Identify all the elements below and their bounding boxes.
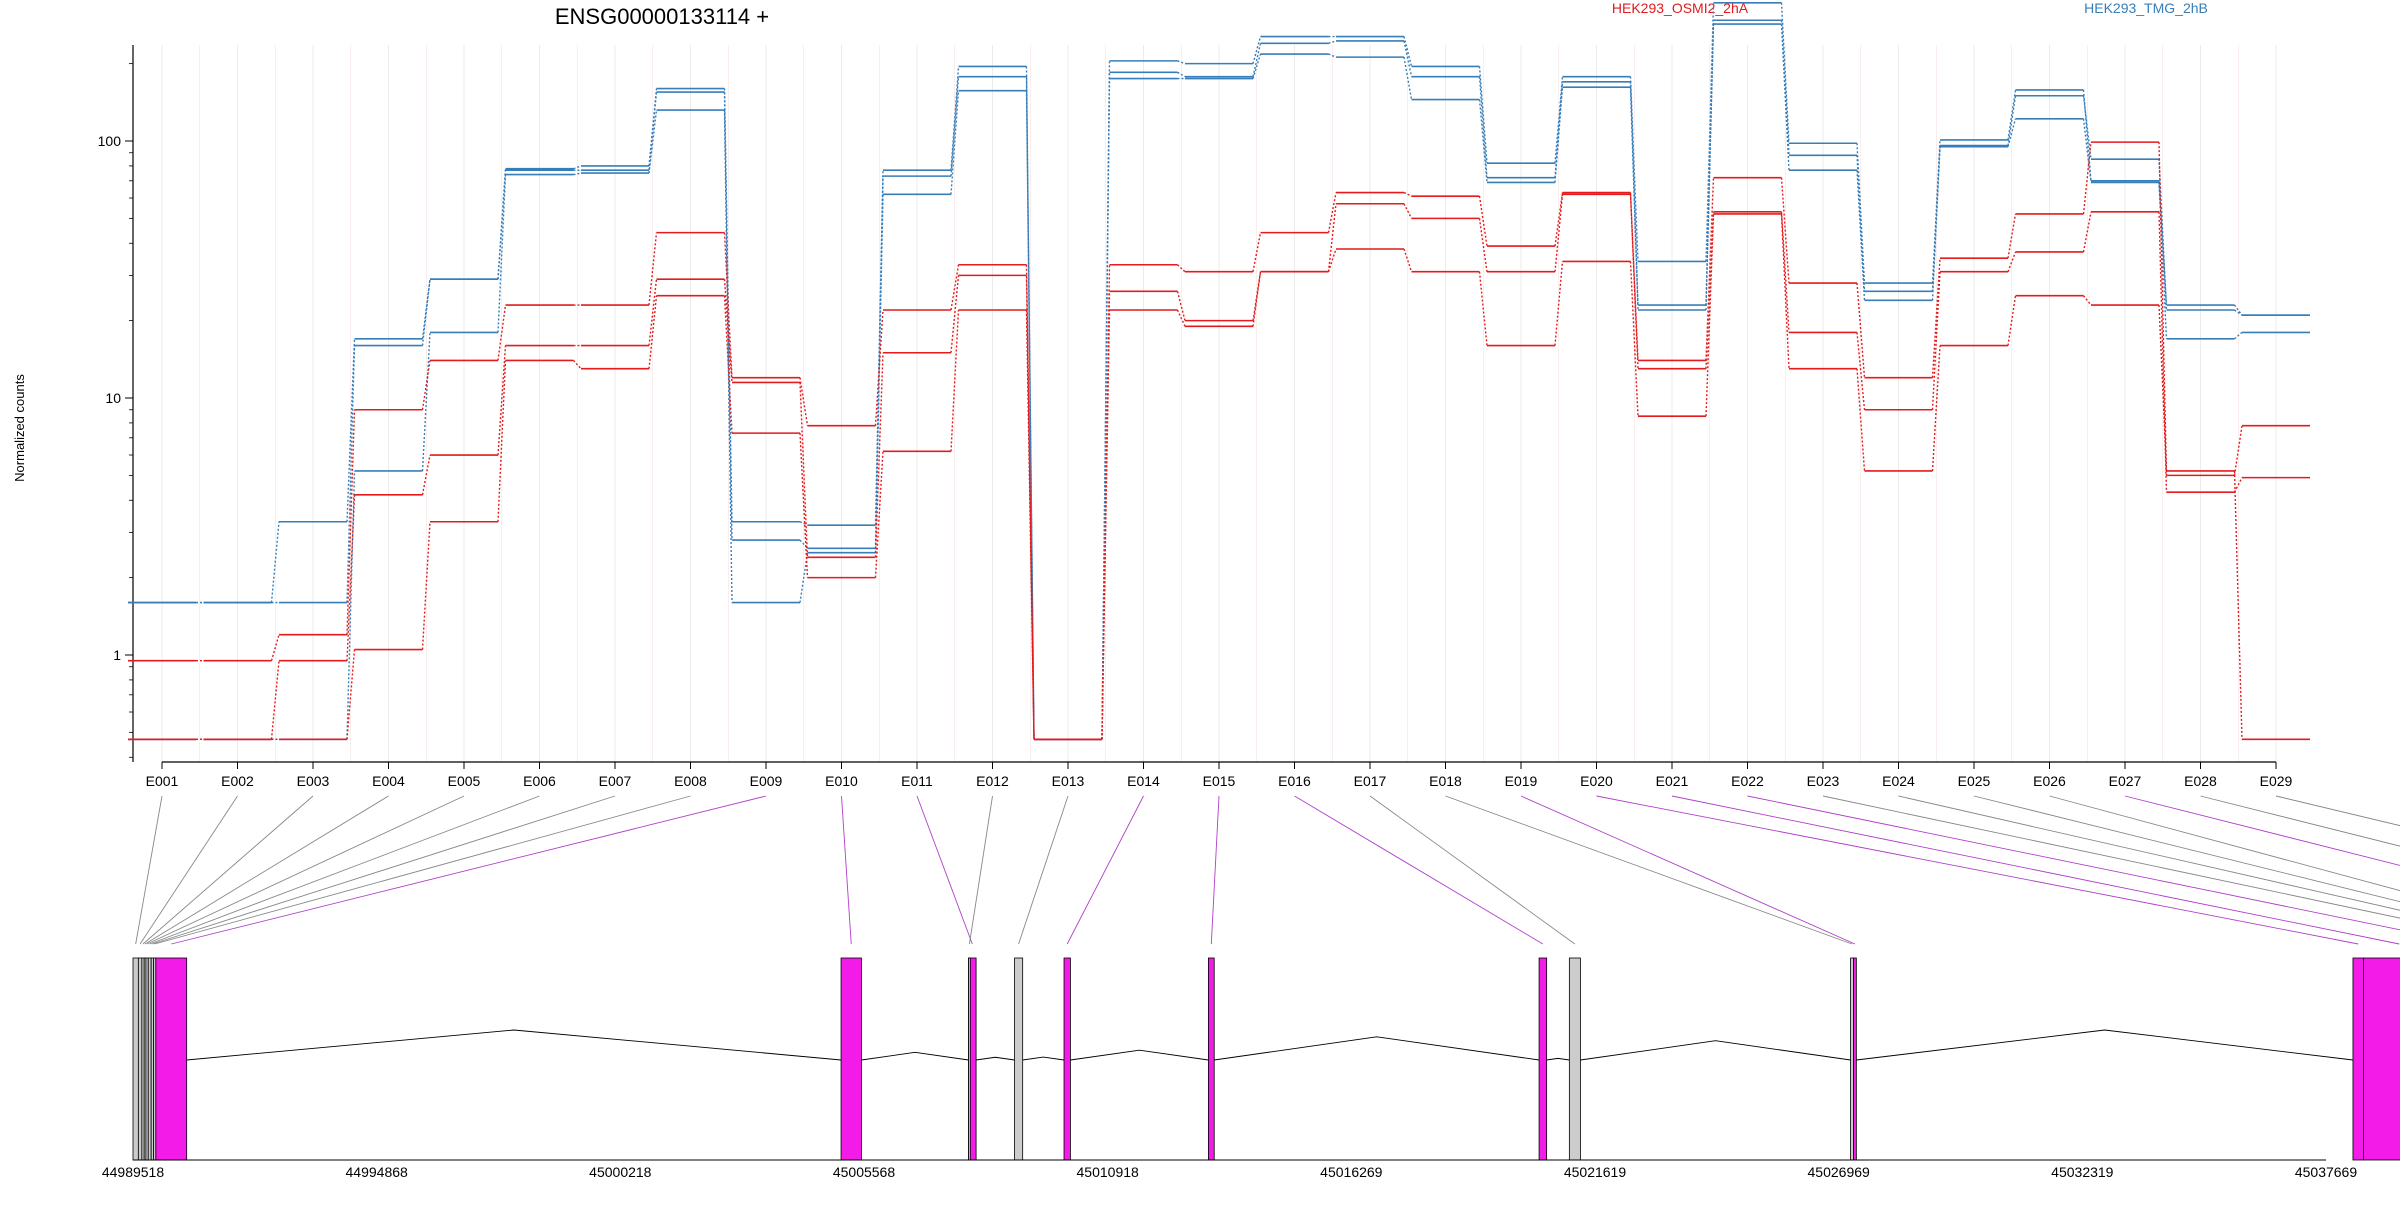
- intron: [1070, 1050, 1208, 1060]
- exon-block: [1539, 958, 1547, 1160]
- coord-label: 45032319: [2051, 1164, 2114, 1180]
- x-tick-label: E009: [750, 773, 783, 789]
- y-tick-label: 100: [98, 133, 122, 149]
- x-tick-label: E008: [674, 773, 707, 789]
- x-tick-label: E022: [1731, 773, 1764, 789]
- exon-connector: [143, 796, 313, 944]
- coord-label: 45005568: [833, 1164, 896, 1180]
- coord-label: 45010918: [1077, 1164, 1140, 1180]
- exon-block: [1208, 958, 1214, 1160]
- x-tick-label: E015: [1203, 773, 1236, 789]
- exon-connector: [1019, 796, 1068, 944]
- exon-block: [969, 958, 971, 1160]
- coord-label: 45021619: [1564, 1164, 1627, 1180]
- exon-connector: [2276, 796, 2400, 944]
- exon-connector: [1211, 796, 1219, 944]
- exon-connector: [145, 796, 388, 944]
- exon-connector: [155, 796, 691, 944]
- x-tick-label: E007: [599, 773, 632, 789]
- exon-connector: [1370, 796, 1575, 944]
- x-tick-label: E017: [1354, 773, 1387, 789]
- x-tick-label: E002: [221, 773, 254, 789]
- exon-connector: [136, 796, 162, 944]
- exon-block: [2353, 958, 2363, 1160]
- exon-block: [1853, 958, 1856, 1160]
- x-tick-label: E004: [372, 773, 405, 789]
- x-tick-label: E013: [1052, 773, 1085, 789]
- exon-connector: [147, 796, 464, 944]
- exon-block: [1015, 958, 1023, 1160]
- x-tick-label: E016: [1278, 773, 1311, 789]
- exon-block: [1851, 958, 1854, 1160]
- exon-connector: [152, 796, 615, 944]
- x-tick-label: E003: [297, 773, 330, 789]
- exon-block: [1569, 958, 1580, 1160]
- intron: [1580, 1041, 1850, 1060]
- intron: [1214, 1037, 1539, 1060]
- exon-connector: [2125, 796, 2400, 944]
- x-tick-label: E028: [2184, 773, 2217, 789]
- exon-connector: [150, 796, 540, 944]
- x-tick-label: E025: [1958, 773, 1991, 789]
- coord-label: 44989518: [102, 1164, 165, 1180]
- intron: [861, 1052, 968, 1060]
- x-tick-label: E018: [1429, 773, 1462, 789]
- exon-block: [1064, 958, 1070, 1160]
- coord-label: 45037669: [2295, 1164, 2358, 1180]
- exon-connector: [1974, 796, 2400, 944]
- x-tick-label: E010: [825, 773, 858, 789]
- x-tick-label: E012: [976, 773, 1009, 789]
- x-tick-label: E005: [448, 773, 481, 789]
- x-tick-label: E023: [1807, 773, 1840, 789]
- y-axis-label: Normalized counts: [12, 374, 27, 482]
- intron: [1547, 1058, 1570, 1060]
- x-tick-label: E001: [146, 773, 179, 789]
- coord-label: 45000218: [589, 1164, 652, 1180]
- gridlines: [162, 45, 2276, 762]
- coord-label: 45026969: [1808, 1164, 1871, 1180]
- coordinate-axis: 44989518 44994868 45000218 45005568 45010918…: [102, 1160, 2358, 1180]
- x-tick-label: E011: [901, 773, 933, 789]
- legend-entry-tmg: HEK293_TMG_2hB: [2084, 0, 2208, 16]
- x-axis: E001 E002 E003 E004 E005 E006 E007 E008 E009 E010…: [146, 762, 2293, 789]
- exon-block: [2363, 958, 2400, 1160]
- y-tick-label: 1: [113, 647, 121, 663]
- x-tick-label: E006: [523, 773, 556, 789]
- intron: [187, 1030, 841, 1060]
- x-tick-label: E021: [1656, 773, 1689, 789]
- exon-connector: [1748, 796, 2400, 944]
- exon-block: [138, 958, 141, 1160]
- exon-connector: [842, 796, 852, 944]
- intron: [1023, 1057, 1064, 1060]
- x-tick-label: E020: [1580, 773, 1613, 789]
- exon-connector: [1067, 796, 1143, 944]
- intron: [1856, 1030, 2353, 1060]
- exon-connector: [969, 796, 992, 944]
- exon-block: [133, 958, 138, 1160]
- exon-connector: [1521, 796, 1855, 944]
- exon-connector: [171, 796, 766, 944]
- exon-block: [148, 958, 151, 1160]
- x-tick-label: E024: [1882, 773, 1915, 789]
- x-tick-label: E029: [2260, 773, 2293, 789]
- y-axis: 1 10 100: [98, 45, 133, 762]
- coord-label: 44994868: [346, 1164, 409, 1180]
- y-tick-label: 10: [105, 390, 121, 406]
- exon-connector: [1597, 796, 2359, 944]
- x-tick-label: E027: [2109, 773, 2142, 789]
- exon-connector: [917, 796, 972, 944]
- x-tick-label: E019: [1505, 773, 1538, 789]
- exon-connector: [1823, 796, 2400, 944]
- x-tick-label: E026: [2033, 773, 2066, 789]
- gene-model: [133, 958, 2400, 1160]
- exon-block: [841, 958, 861, 1160]
- exon-connectors: [136, 796, 2400, 944]
- x-tick-label: E014: [1127, 773, 1160, 789]
- chart-title: ENSG00000133114 +: [555, 4, 769, 29]
- intron: [976, 1057, 1014, 1060]
- exon-block: [156, 958, 187, 1160]
- coord-label: 45016269: [1320, 1164, 1383, 1180]
